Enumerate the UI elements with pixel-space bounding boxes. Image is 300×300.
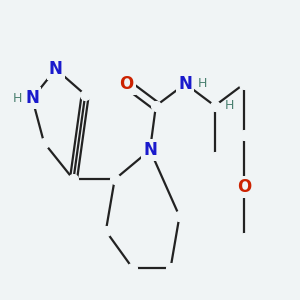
Text: N: N [49, 60, 63, 78]
Text: H: H [13, 92, 22, 105]
Text: O: O [237, 178, 251, 196]
Text: H: H [225, 99, 235, 112]
Text: N: N [25, 89, 39, 107]
Text: N: N [178, 75, 192, 93]
Text: N: N [143, 141, 157, 159]
Text: H: H [198, 77, 207, 90]
Text: O: O [119, 75, 134, 93]
